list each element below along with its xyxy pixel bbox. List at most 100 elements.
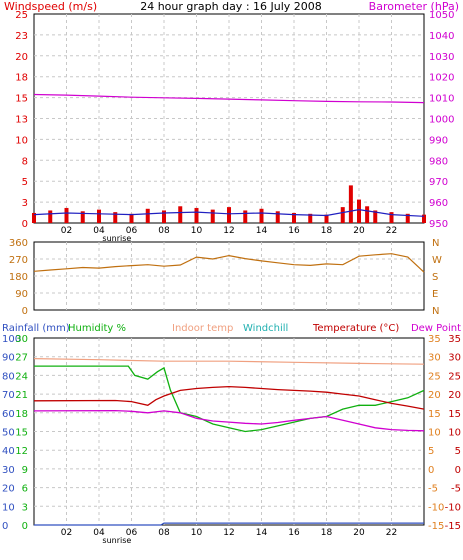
direction-tick-label: 0: [22, 306, 28, 317]
humidity-scale-tick-label: 21: [15, 390, 28, 401]
temperature-tick-label-right: 25: [448, 371, 461, 382]
windspeed-bar: [405, 213, 410, 223]
windspeed-bar: [373, 210, 378, 223]
temperature-tick-label-right: 0: [455, 465, 461, 476]
x-tick-label: 12: [223, 528, 234, 538]
legend-temperature: Temperature (°C): [312, 323, 399, 334]
windspeed-bar: [340, 207, 345, 223]
windspeed-bar: [210, 209, 215, 223]
legend-windchill: Windchill: [243, 323, 288, 334]
rain-tick-label: 10: [2, 502, 15, 513]
x-tick-label: 18: [321, 226, 333, 236]
temperature-tick-label-left: -15: [428, 521, 444, 532]
windspeed-tick-label: 18: [15, 73, 28, 84]
temperature-tick-label-left: 25: [428, 371, 441, 382]
windspeed-tick-label: 5: [22, 177, 28, 188]
temperature-tick-label-right: 15: [448, 409, 461, 420]
windspeed-bar: [324, 214, 329, 223]
direction-tick-label: 360: [9, 238, 28, 249]
windspeed-bar: [292, 212, 296, 223]
temperature-tick-label-right: -15: [445, 521, 461, 532]
temperature-tick-label-left: 30: [428, 353, 441, 364]
rain-tick-label: 60: [2, 409, 15, 420]
temperature-line: [33, 385, 425, 410]
series-layer: [32, 93, 426, 526]
windspeed-bar: [227, 207, 231, 223]
indoor-temp-line: [33, 358, 425, 365]
barometer-tick-label: 1020: [429, 73, 454, 84]
windspeed-bar: [243, 210, 248, 223]
windspeed-bar: [48, 210, 53, 223]
windspeed-bar: [348, 185, 353, 223]
windspeed-tick-label: 10: [15, 135, 28, 146]
x-tick-label: 04: [93, 528, 105, 538]
windspeed-bar: [389, 212, 394, 223]
windspeed-tick-label: 20: [15, 52, 28, 63]
windspeed-avg-line: [33, 208, 425, 217]
rainfall-line: [34, 522, 424, 526]
x-tick-label: 20: [353, 226, 365, 236]
humidity-scale-tick-label: 24: [15, 371, 28, 382]
compass-tick-label: E: [432, 289, 438, 300]
legend-humidity: Humidity %: [68, 323, 126, 334]
x-tick-label: 12: [223, 226, 234, 236]
rain-tick-label: 100: [2, 334, 21, 345]
temperature-tick-label-left: 15: [428, 409, 441, 420]
temperature-tick-label-left: 5: [428, 446, 434, 457]
humidity-scale-tick-label: 3: [22, 502, 28, 513]
x-tick-label: 02: [61, 226, 72, 236]
x-tick-label: 08: [158, 226, 170, 236]
x-tick-label: 20: [353, 528, 365, 538]
windspeed-tick-label: 25: [15, 10, 28, 21]
windspeed-bar: [422, 214, 426, 223]
grid-layer: [34, 14, 424, 525]
sunrise-label: sunrise: [102, 536, 131, 545]
humidity-scale-tick-label: 12: [15, 446, 28, 457]
temperature-tick-label-left: 10: [428, 428, 441, 439]
rain-tick-label: 80: [2, 371, 15, 382]
x-tick-label: 22: [386, 226, 397, 236]
temperature-tick-label-left: -5: [428, 484, 438, 495]
windspeed-tick-label: 15: [15, 94, 28, 105]
rain-tick-label: 20: [2, 484, 15, 495]
humidity-scale-tick-label: 30: [15, 334, 28, 345]
barometer-tick-label: 1010: [429, 94, 454, 105]
direction-tick-label: 180: [9, 272, 28, 283]
x-tick-label: 06: [126, 528, 138, 538]
temperature-tick-label-right: 30: [448, 353, 461, 364]
x-tick-label: 18: [321, 528, 333, 538]
windspeed-tick-label: 13: [15, 115, 28, 126]
compass-tick-label: W: [432, 255, 442, 266]
x-tick-label: 16: [288, 528, 300, 538]
temperature-tick-label-right: -5: [451, 484, 461, 495]
barometer-tick-label: 980: [429, 156, 448, 167]
x-tick-label: 02: [61, 528, 72, 538]
temperature-tick-label-right: 20: [448, 390, 461, 401]
barometer-tick-label: 950: [429, 219, 448, 230]
windspeed-tick-label: 8: [22, 156, 28, 167]
humidity-scale-tick-label: 9: [22, 465, 28, 476]
compass-tick-label: N: [432, 306, 439, 317]
rain-tick-label: 70: [2, 390, 15, 401]
direction-tick-label: 270: [9, 255, 28, 266]
x-tick-label: 14: [256, 226, 268, 236]
rain-tick-label: 40: [2, 446, 15, 457]
windspeed-bar: [129, 213, 134, 223]
x-tick-label: 08: [158, 528, 170, 538]
temperature-tick-label-right: -10: [445, 502, 461, 513]
sunrise-label: sunrise: [102, 234, 131, 243]
legend-rainfall: Rainfall (mm): [2, 323, 70, 334]
windspeed-bar: [259, 208, 264, 223]
windspeed-bar: [365, 206, 370, 223]
x-tick-label: 10: [191, 528, 203, 538]
x-tick-label: 10: [191, 226, 203, 236]
direction-tick-label: 90: [15, 289, 28, 300]
legend-indoor-temp: Indoor temp: [172, 323, 233, 334]
temperature-tick-label-right: 35: [448, 334, 461, 345]
humidity-scale-tick-label: 27: [15, 353, 28, 364]
barometer-tick-label: 970: [429, 177, 448, 188]
